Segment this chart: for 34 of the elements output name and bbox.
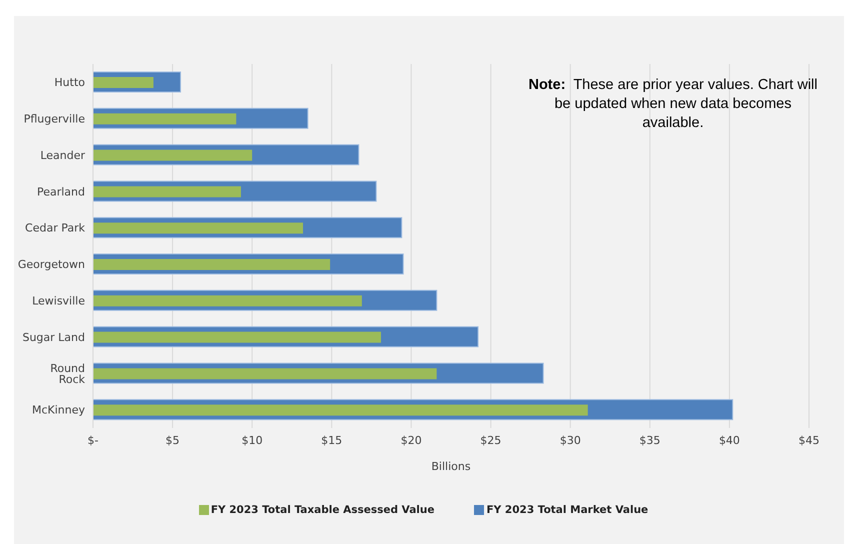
y-tick-label: Lewisville (32, 294, 86, 308)
y-tick-label: Georgetown (18, 258, 86, 272)
y-tick-label: Pflugerville (24, 112, 86, 126)
annotation: Note: These are prior year values. Chart will be updated when new data becomes available. (527, 76, 819, 133)
legend-label: FY 2023 Total Taxable Assessed Value (210, 504, 434, 516)
x-tick-label: $40 (718, 434, 740, 447)
y-tick-label: McKinney (32, 404, 86, 417)
x-tick-label: $15 (321, 434, 342, 447)
x-tick-label: $10 (242, 434, 263, 447)
bar (93, 295, 362, 306)
bar (93, 332, 381, 343)
x-axis-title: Billions (431, 460, 471, 473)
y-tick-label: Pearland (36, 185, 85, 198)
x-tick-label: $30 (560, 434, 581, 447)
bar (93, 259, 330, 270)
legend-label: FY 2023 Total Market Value (486, 504, 648, 516)
y-tick-label: Cedar Park (25, 222, 86, 235)
bar (93, 368, 437, 380)
x-tick-label: $35 (639, 434, 660, 447)
bar (93, 186, 241, 198)
x-tick-label: $20 (400, 434, 422, 447)
y-tick-label: Sugar Land (22, 330, 85, 344)
bar (93, 77, 154, 88)
bar (93, 222, 304, 234)
x-tick-label: $25 (480, 434, 502, 447)
y-tick-label: Leander (40, 148, 86, 162)
bar (93, 113, 236, 124)
x-tick-label: $5 (166, 434, 180, 447)
bar (93, 404, 588, 416)
x-tick-label: $45 (798, 434, 820, 447)
bar (93, 150, 252, 161)
x-tick-label: $- (88, 434, 99, 447)
y-tick-label: Hutto (54, 76, 86, 90)
y-tick-label: Round Rock (50, 362, 86, 386)
